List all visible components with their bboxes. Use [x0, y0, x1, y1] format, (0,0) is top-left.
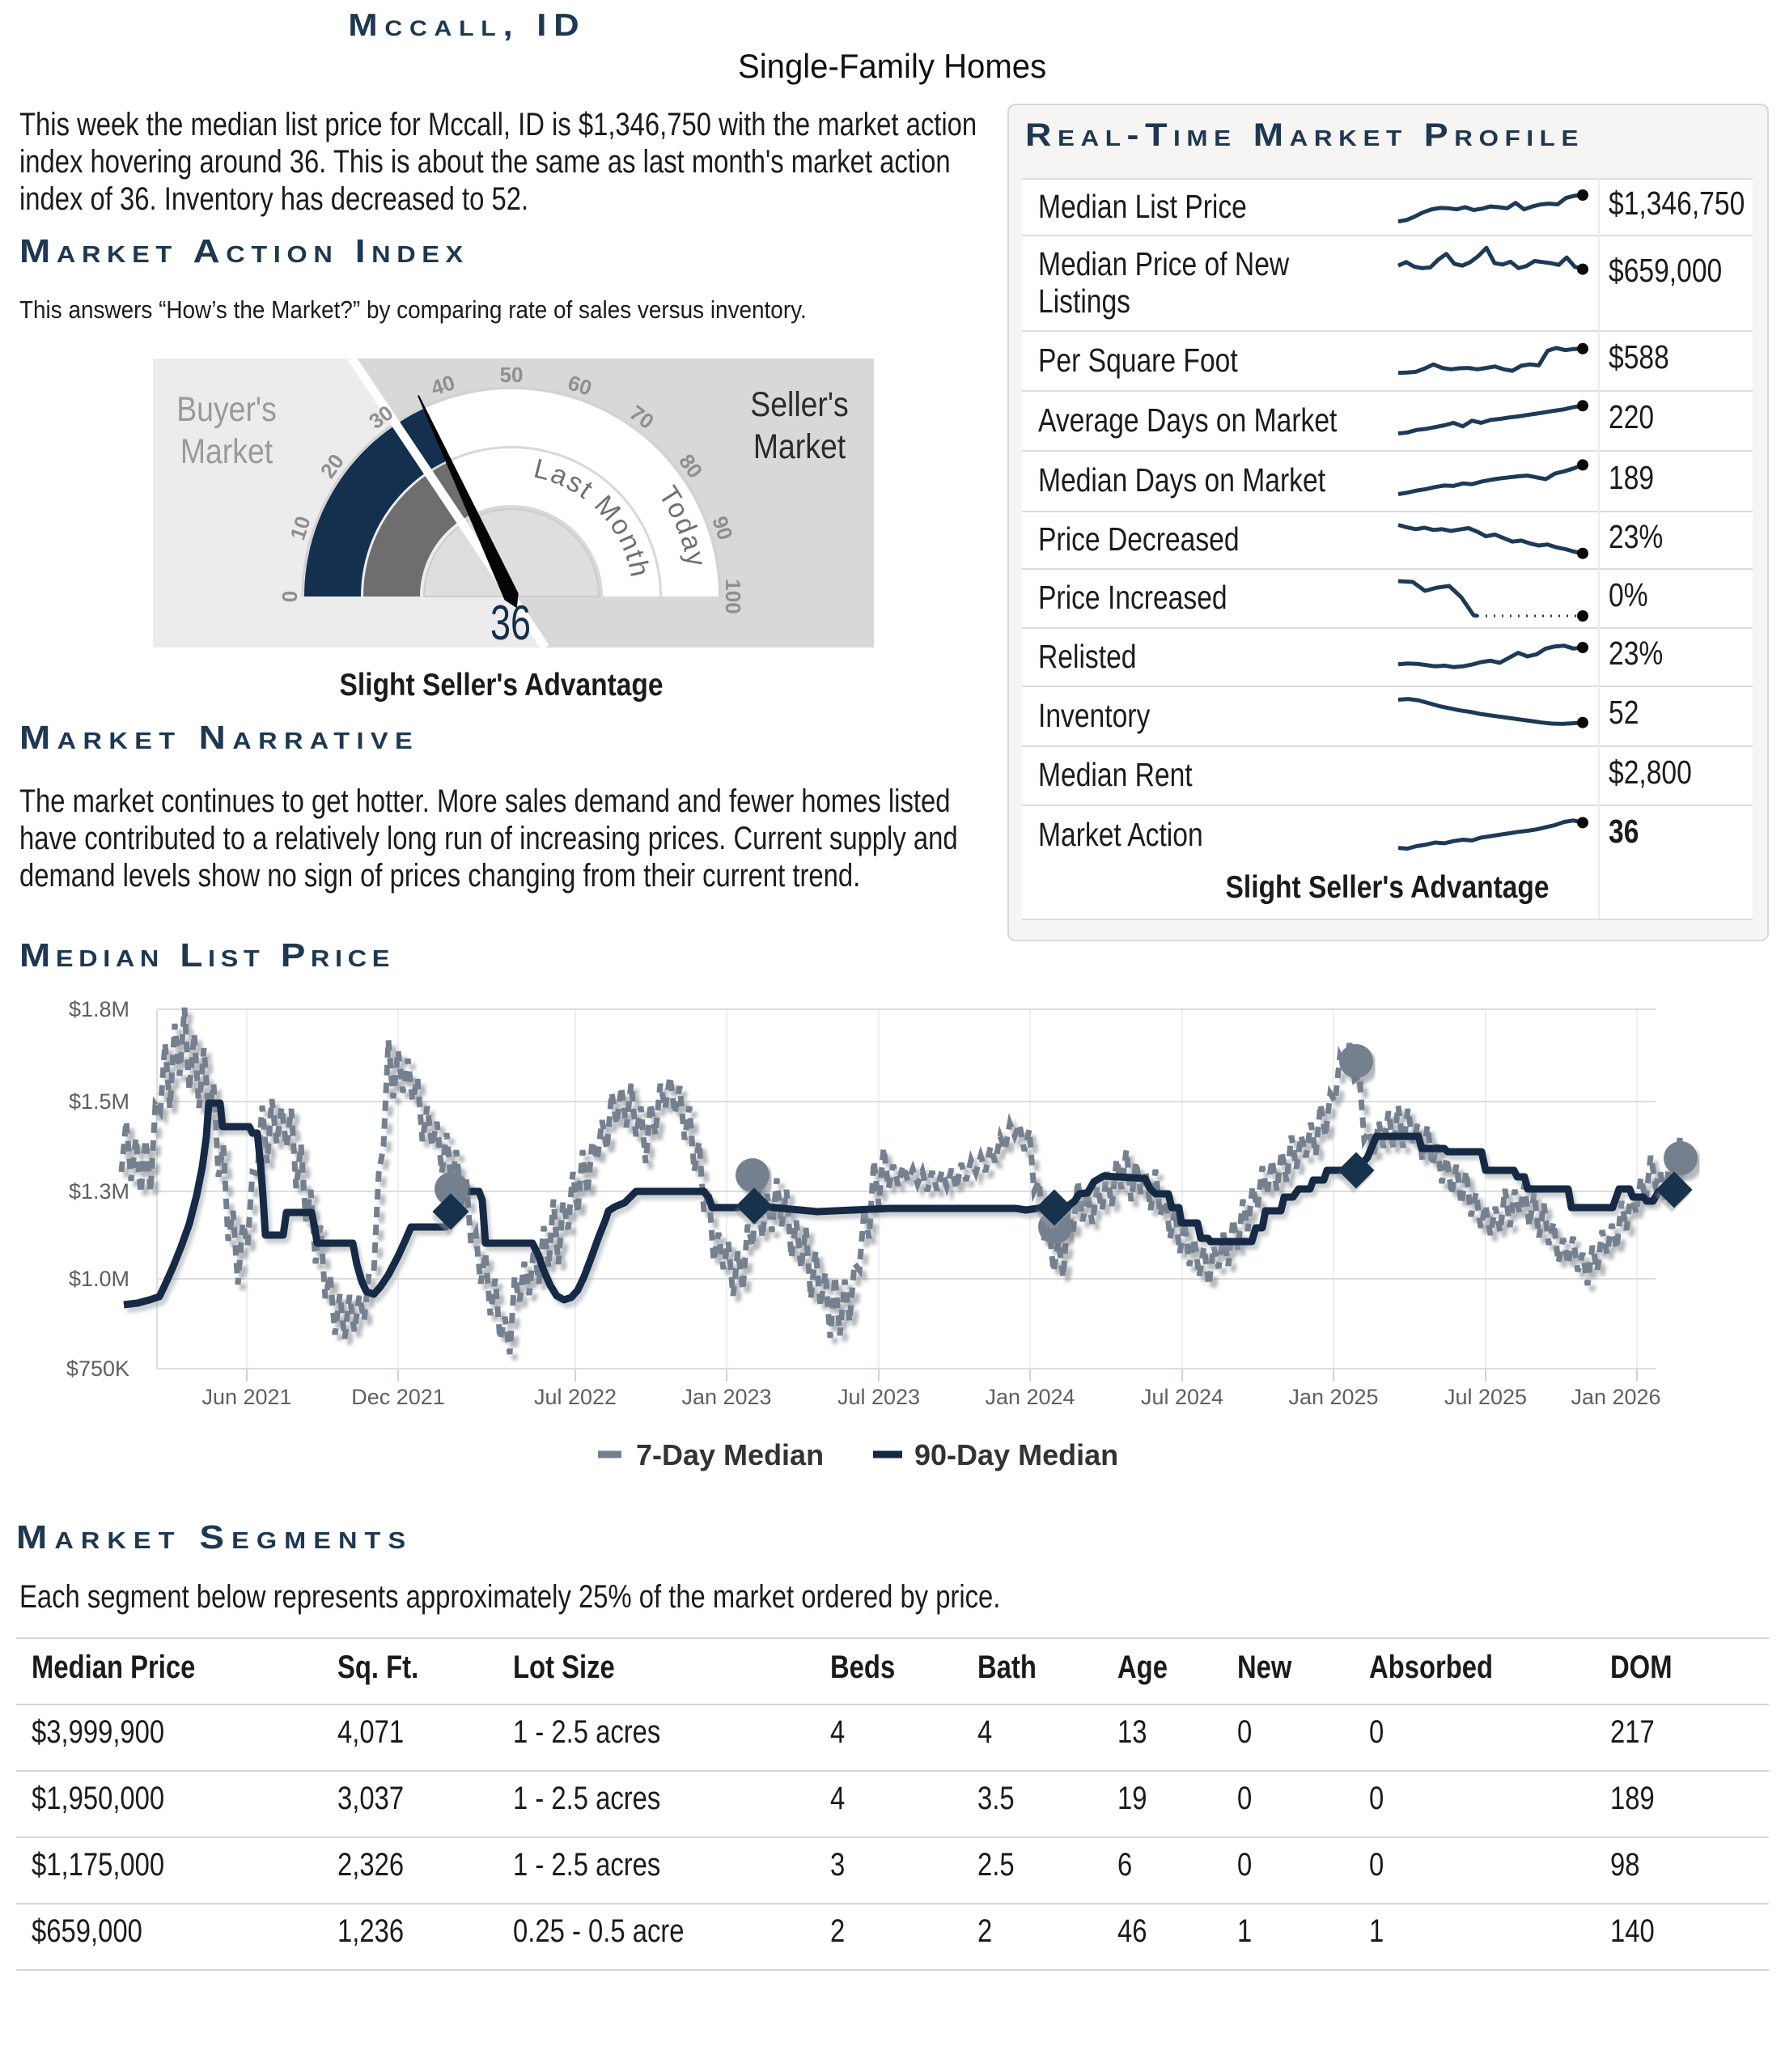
svg-text:Jan 2025: Jan 2025: [1288, 1385, 1378, 1409]
svg-text:Jul 2024: Jul 2024: [1141, 1385, 1223, 1409]
svg-text:100: 100: [721, 579, 745, 614]
svg-text:$1.5M: $1.5M: [69, 1089, 129, 1114]
svg-text:$750K: $750K: [66, 1357, 129, 1381]
svg-text:$1.0M: $1.0M: [69, 1267, 129, 1291]
svg-text:Jul 2023: Jul 2023: [837, 1385, 920, 1409]
svg-text:7-Day Median: 7-Day Median: [636, 1438, 824, 1471]
svg-text:Buyer's: Buyer's: [176, 390, 277, 429]
svg-text:Jul 2022: Jul 2022: [534, 1385, 617, 1409]
svg-text:Jul 2025: Jul 2025: [1444, 1385, 1527, 1409]
svg-text:Jan 2023: Jan 2023: [681, 1385, 771, 1409]
svg-text:0: 0: [278, 591, 302, 602]
svg-text:$1.3M: $1.3M: [69, 1179, 129, 1204]
svg-text:Jan 2024: Jan 2024: [985, 1385, 1075, 1409]
svg-text:$1.8M: $1.8M: [69, 997, 129, 1021]
svg-text:Jun 2021: Jun 2021: [201, 1385, 291, 1409]
svg-text:36: 36: [490, 597, 531, 648]
svg-text:50: 50: [500, 363, 524, 387]
svg-text:Dec 2021: Dec 2021: [351, 1385, 445, 1409]
svg-text:Jan 2026: Jan 2026: [1571, 1385, 1660, 1409]
svg-text:Market: Market: [753, 427, 846, 466]
svg-text:Market: Market: [180, 432, 273, 471]
svg-text:90-Day Median: 90-Day Median: [914, 1438, 1118, 1471]
svg-text:Seller's: Seller's: [750, 385, 848, 424]
